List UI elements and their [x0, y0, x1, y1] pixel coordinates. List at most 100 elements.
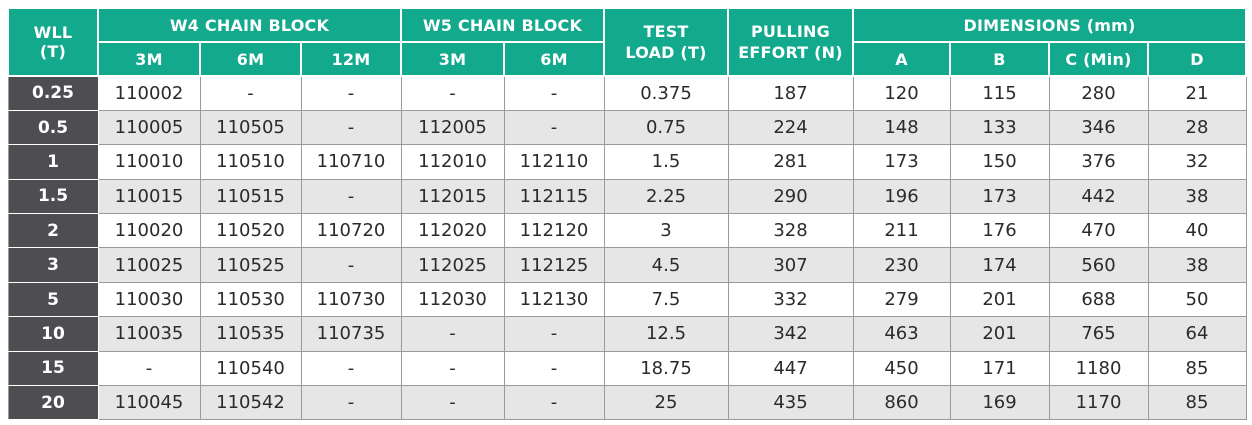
- cell-test-load: 12.5: [603, 316, 729, 352]
- cell-dim-b: 201: [949, 316, 1050, 352]
- header-test-load: TEST LOAD (T): [603, 7, 729, 77]
- cell-dim-b: 176: [949, 213, 1050, 249]
- cell-w5-6m: 112110: [503, 144, 605, 180]
- cell-w4-12m: 110720: [300, 213, 402, 249]
- cell-pulling-effort: 328: [727, 213, 854, 249]
- header-dimensions: DIMENSIONS (mm): [851, 7, 1248, 43]
- cell-dim-d: 21: [1147, 75, 1247, 111]
- cell-wll: 0.25: [7, 75, 99, 111]
- cell-test-load: 7.5: [603, 281, 729, 318]
- table-row: 0.25 110002- - - -0.375 187 120 115 280 21: [7, 75, 1247, 111]
- cell-w5-3m: 112020: [400, 213, 505, 249]
- cell-test-load: 0.75: [603, 109, 729, 146]
- cell-w4-3m: 110035: [97, 316, 201, 352]
- cell-dim-a: 230: [852, 247, 951, 283]
- cell-dim-d: 38: [1147, 247, 1247, 283]
- cell-w4-3m: 110015: [97, 178, 201, 215]
- cell-pulling-effort: 281: [727, 144, 854, 180]
- header-w4-chain-block: W4 CHAIN BLOCK: [97, 7, 402, 43]
- cell-w5-6m: -: [503, 350, 605, 387]
- header-pulling-effort-line1: PULLING: [751, 22, 830, 41]
- cell-pulling-effort: 187: [727, 75, 854, 111]
- cell-w4-12m: 110735: [300, 316, 402, 352]
- cell-w4-3m: 110005: [97, 109, 201, 146]
- cell-w5-3m: -: [400, 385, 505, 421]
- cell-w5-6m: -: [503, 385, 605, 421]
- cell-dim-b: 174: [949, 247, 1050, 283]
- cell-pulling-effort: 435: [727, 385, 854, 421]
- cell-dim-a: 860: [852, 385, 951, 421]
- cell-wll: 2: [7, 213, 99, 249]
- table-header: WLL (T) W4 CHAIN BLOCK W5 CHAIN BLOCK TES…: [7, 7, 1248, 77]
- cell-w4-6m: 110542: [199, 385, 302, 421]
- header-row-top: WLL (T) W4 CHAIN BLOCK W5 CHAIN BLOCK TES…: [7, 7, 1248, 77]
- cell-pulling-effort: 447: [727, 350, 854, 387]
- cell-dim-c: 280: [1048, 75, 1149, 111]
- table-row: 20 110045 110542- - -25 435 860 169 1170 85: [7, 385, 1247, 421]
- cell-wll: 0.5: [7, 109, 99, 146]
- header-w5-3m: 3M: [400, 41, 505, 77]
- cell-dim-c: 688: [1048, 281, 1149, 318]
- cell-w5-6m: 112120: [503, 213, 605, 249]
- cell-dim-b: 169: [949, 385, 1050, 421]
- cell-dim-b: 201: [949, 281, 1050, 318]
- cell-wll: 1: [7, 144, 99, 180]
- cell-w4-12m: -: [300, 75, 402, 111]
- header-dim-a: A: [852, 41, 951, 77]
- cell-test-load: 3: [603, 213, 729, 249]
- cell-w5-3m: 112015: [400, 178, 505, 215]
- header-pulling-effort: PULLING EFFORT (N): [727, 7, 854, 77]
- cell-pulling-effort: 290: [727, 178, 854, 215]
- cell-w4-3m: 110045: [97, 385, 201, 421]
- cell-dim-d: 28: [1147, 109, 1247, 146]
- cell-w4-6m: 110535: [199, 316, 302, 352]
- header-row-sub: 3M 6M 12M 3M 6M A B C (Min) D: [8, 41, 1248, 77]
- cell-w4-3m: 110002: [97, 75, 201, 111]
- cell-dim-d: 64: [1147, 316, 1247, 352]
- cell-w5-3m: -: [400, 75, 505, 111]
- cell-dim-d: 85: [1147, 385, 1247, 421]
- cell-w5-6m: 112115: [503, 178, 605, 215]
- table-row: 0.5 110005 110505-112005-0.75 224 148 133 346 2…: [7, 109, 1247, 146]
- cell-test-load: 1.5: [603, 144, 729, 180]
- header-w4-12m: 12M: [300, 41, 402, 77]
- cell-test-load: 0.375: [603, 75, 729, 111]
- header-wll: WLL (T): [7, 7, 99, 77]
- cell-dim-b: 173: [949, 178, 1050, 215]
- cell-dim-b: 133: [949, 109, 1050, 146]
- cell-dim-a: 463: [852, 316, 951, 352]
- cell-pulling-effort: 332: [727, 281, 854, 318]
- table-row: 5 110030 110530 110730 112030 112130 7.5 332 279…: [7, 281, 1247, 318]
- cell-w5-3m: 112025: [400, 247, 505, 283]
- cell-wll: 5: [7, 281, 99, 318]
- cell-dim-c: 376: [1048, 144, 1149, 180]
- cell-dim-a: 120: [852, 75, 951, 111]
- cell-w4-6m: 110525: [199, 247, 302, 283]
- cell-dim-c: 346: [1048, 109, 1149, 146]
- cell-w5-6m: -: [503, 109, 605, 146]
- cell-w4-6m: 110540: [199, 350, 302, 387]
- cell-pulling-effort: 342: [727, 316, 854, 352]
- cell-w5-3m: -: [400, 350, 505, 387]
- cell-w4-6m: 110530: [199, 281, 302, 318]
- cell-dim-a: 211: [852, 213, 951, 249]
- cell-w5-3m: -: [400, 316, 505, 352]
- cell-w4-3m: -: [97, 350, 201, 387]
- cell-w4-12m: 110710: [300, 144, 402, 180]
- cell-dim-a: 196: [852, 178, 951, 215]
- table-row: 1.5 110015 110515-112015 112115 2.25 290 196 17…: [7, 178, 1247, 215]
- header-w5-6m: 6M: [503, 41, 605, 77]
- cell-w5-3m: 112030: [400, 281, 505, 318]
- cell-pulling-effort: 307: [727, 247, 854, 283]
- cell-wll: 20: [7, 385, 99, 421]
- table-body: 0.25 110002- - - -0.375 187 120 115 280 21 0.5 1100…: [7, 75, 1247, 421]
- cell-w4-12m: -: [300, 247, 402, 283]
- cell-dim-c: 560: [1048, 247, 1149, 283]
- header-dim-d: D: [1146, 41, 1248, 77]
- cell-w4-3m: 110020: [97, 213, 201, 249]
- cell-dim-c: 442: [1048, 178, 1149, 215]
- cell-w5-6m: 112130: [503, 281, 605, 318]
- cell-wll: 10: [7, 316, 99, 352]
- cell-w5-6m: 112125: [503, 247, 605, 283]
- table-row: 1 110010 110510 110710 112010 112110 1.5 281 173…: [7, 144, 1247, 180]
